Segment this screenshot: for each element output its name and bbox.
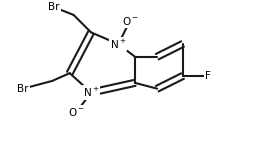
Text: N$^+$: N$^+$ [110, 38, 127, 51]
Text: O$^-$: O$^-$ [122, 15, 139, 27]
Text: Br: Br [48, 2, 60, 12]
Text: O$^-$: O$^-$ [68, 106, 85, 118]
Text: F: F [205, 71, 211, 81]
Text: N$^+$: N$^+$ [83, 86, 99, 99]
Text: Br: Br [17, 84, 29, 94]
